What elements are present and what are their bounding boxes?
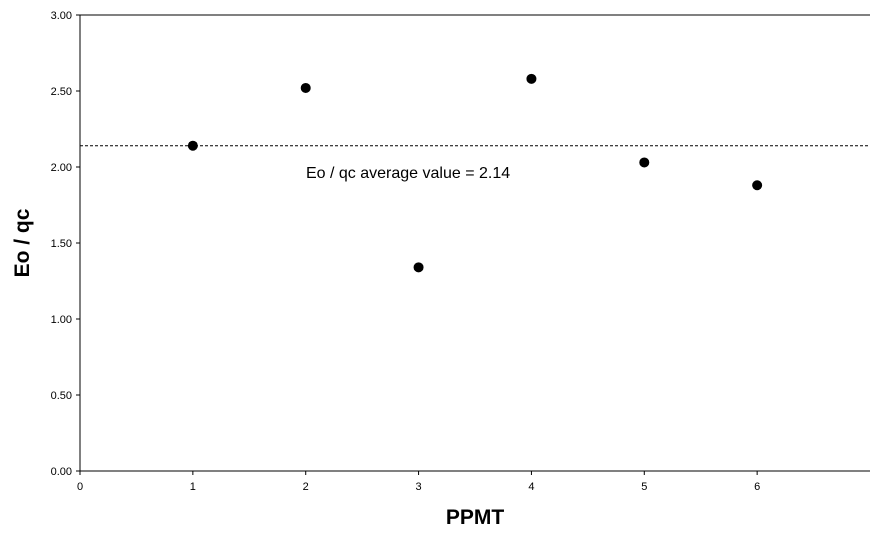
y-axis-title: Eo / qc (11, 208, 34, 277)
y-tick-label: 3.00 (51, 10, 72, 22)
data-point (639, 157, 650, 168)
data-point (300, 82, 311, 93)
x-tick-label: 2 (303, 481, 309, 493)
y-ticks: 0.00 0.50 1.00 1.50 2.00 2.50 3.00 (51, 10, 80, 478)
data-points (187, 73, 763, 273)
x-ticks: 0 1 2 3 4 5 6 (77, 471, 760, 493)
average-annotation: Eo / qc average value = 2.14 (306, 165, 510, 182)
y-tick-label: 1.50 (51, 238, 72, 250)
x-tick-label: 5 (641, 481, 647, 493)
x-tick-label: 6 (754, 481, 760, 493)
data-point (413, 262, 424, 273)
data-point (752, 180, 763, 191)
data-point (526, 73, 537, 84)
y-tick-label: 0.50 (51, 390, 72, 402)
axes (79, 14, 870, 472)
x-tick-label: 4 (528, 481, 534, 493)
data-point (187, 140, 198, 151)
x-tick-label: 1 (190, 481, 196, 493)
y-tick-label: 0.00 (51, 466, 72, 478)
y-tick-label: 2.50 (51, 86, 72, 98)
x-axis-title: PPMT (446, 506, 505, 529)
x-tick-label: 0 (77, 481, 83, 493)
y-tick-label: 2.00 (51, 162, 72, 174)
x-tick-label: 3 (416, 481, 422, 493)
y-tick-label: 1.00 (51, 314, 72, 326)
